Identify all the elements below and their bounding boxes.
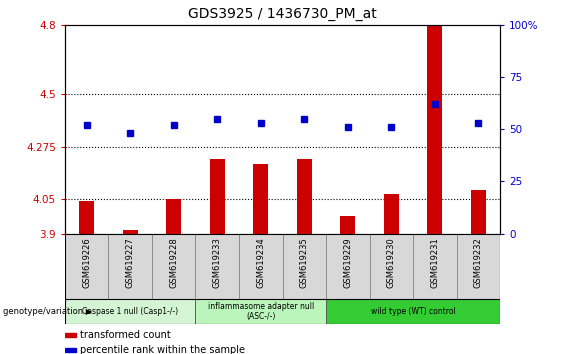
Text: GSM619232: GSM619232 <box>474 237 483 288</box>
Bar <box>108 234 152 299</box>
Bar <box>239 234 282 299</box>
Text: GSM619234: GSM619234 <box>257 237 265 288</box>
Bar <box>384 194 399 234</box>
Text: percentile rank within the sample: percentile rank within the sample <box>80 346 245 354</box>
Bar <box>123 230 138 234</box>
Bar <box>195 234 239 299</box>
Bar <box>79 201 94 234</box>
Bar <box>210 159 225 234</box>
Text: GSM619227: GSM619227 <box>126 237 134 288</box>
Bar <box>326 299 500 324</box>
Text: genotype/variation ▶: genotype/variation ▶ <box>3 307 92 316</box>
Bar <box>65 348 76 353</box>
Text: Caspase 1 null (Casp1-/-): Caspase 1 null (Casp1-/-) <box>82 307 179 316</box>
Bar <box>457 234 500 299</box>
Bar <box>370 234 413 299</box>
Bar <box>195 299 326 324</box>
Text: GSM619228: GSM619228 <box>170 237 178 288</box>
Text: GSM619231: GSM619231 <box>431 237 439 288</box>
Bar <box>166 199 181 234</box>
Bar <box>282 234 326 299</box>
Bar <box>152 234 195 299</box>
Bar <box>340 216 355 234</box>
Text: transformed count: transformed count <box>80 330 171 341</box>
Bar <box>471 189 486 234</box>
Text: GSM619233: GSM619233 <box>213 237 221 288</box>
Text: wild type (WT) control: wild type (WT) control <box>371 307 455 316</box>
Bar <box>253 164 268 234</box>
Text: GSM619226: GSM619226 <box>82 237 91 288</box>
Bar <box>65 299 195 324</box>
Bar <box>326 234 370 299</box>
Bar <box>413 234 457 299</box>
Text: GSM619230: GSM619230 <box>387 237 396 288</box>
Bar <box>65 333 76 337</box>
Title: GDS3925 / 1436730_PM_at: GDS3925 / 1436730_PM_at <box>188 7 377 21</box>
Text: GSM619229: GSM619229 <box>344 237 352 287</box>
Text: GSM619235: GSM619235 <box>300 237 308 288</box>
Bar <box>427 25 442 234</box>
Bar <box>297 159 312 234</box>
Text: inflammasome adapter null
(ASC-/-): inflammasome adapter null (ASC-/-) <box>207 302 314 321</box>
Bar <box>65 234 108 299</box>
